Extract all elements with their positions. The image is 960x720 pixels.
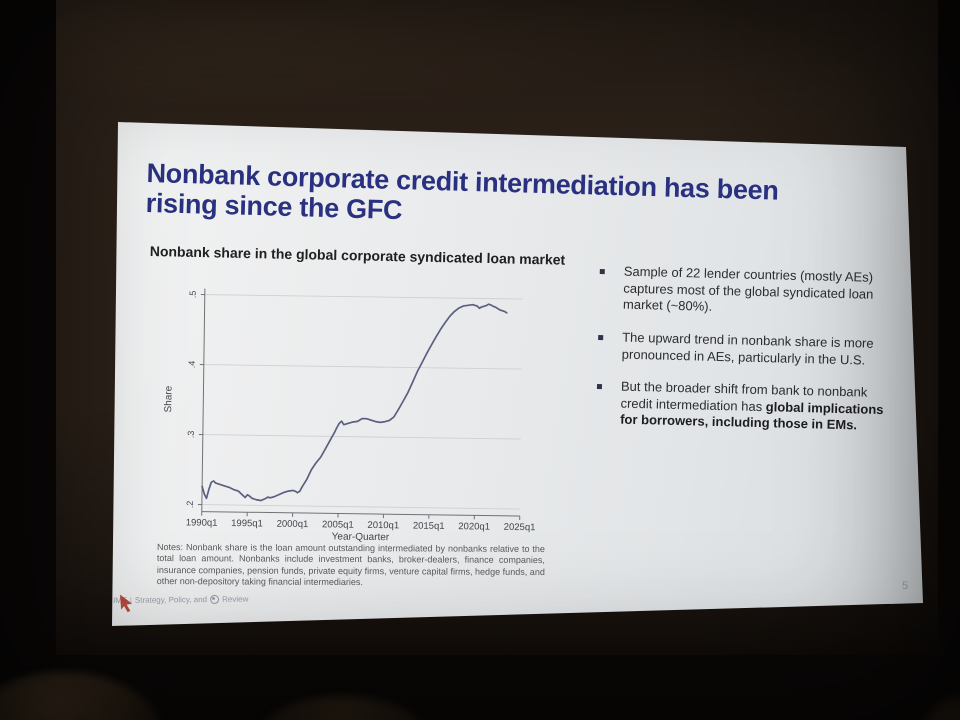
svg-text:2015q1: 2015q1 <box>413 521 445 532</box>
bullet-item: The upward trend in nonbank share is mor… <box>596 329 895 370</box>
svg-text:2025q1: 2025q1 <box>504 522 536 533</box>
bullet-text: Sample of 22 lender countries (mostly AE… <box>623 264 896 321</box>
bullet-item: Sample of 22 lender countries (mostly AE… <box>597 263 896 320</box>
bullet-square-icon <box>599 269 605 275</box>
chart-heading: Nonbank share in the global corporate sy… <box>149 243 566 268</box>
svg-text:2005q1: 2005q1 <box>322 519 354 530</box>
svg-text:2000q1: 2000q1 <box>277 519 309 530</box>
svg-text:1990q1: 1990q1 <box>186 517 218 528</box>
svg-text:Share: Share <box>163 385 174 412</box>
svg-text:.3: .3 <box>186 431 196 439</box>
footer-department-left: Strategy, Policy, and <box>134 595 208 605</box>
globe-icon <box>210 594 220 604</box>
line-chart: .2 .3 .4 .5 1990q1 1995q1 2000q1 2005q1 2010q1 20… <box>157 280 541 553</box>
bullet-text-normal: Sample of 22 lender countries (mostly AE… <box>622 263 874 315</box>
svg-text:Year-Quarter: Year-Quarter <box>332 531 390 543</box>
svg-text:.2: .2 <box>185 501 195 509</box>
bullet-item: But the broader shift from bank to nonba… <box>594 378 893 435</box>
bullet-text-normal: The upward trend in nonbank share is mor… <box>621 329 874 368</box>
slide-title: Nonbank corporate credit intermediation … <box>145 158 779 226</box>
bullet-list: Sample of 22 lender countries (mostly AE… <box>594 263 896 451</box>
bullet-text: The upward trend in nonbank share is mor… <box>622 329 895 369</box>
bullet-square-icon <box>598 334 604 341</box>
svg-text:2010q1: 2010q1 <box>367 520 399 531</box>
svg-text:.4: .4 <box>187 361 197 369</box>
footer-department-right: Review <box>222 594 249 604</box>
svg-text:2020q1: 2020q1 <box>458 521 490 532</box>
bullet-text: But the broader shift from bank to nonba… <box>620 379 893 436</box>
svg-text:1995q1: 1995q1 <box>231 518 263 529</box>
chart-svg: .2 .3 .4 .5 1990q1 1995q1 2000q1 2005q1 2010q1 20… <box>163 288 536 543</box>
bullet-square-icon <box>596 384 603 390</box>
slide-footer: IMF | Strategy, Policy, and Review <box>113 593 373 605</box>
notes-text: Notes: Nonbank share is the loan amount … <box>156 542 545 588</box>
page-number: 5 <box>901 579 909 593</box>
cursor-arrow-icon <box>119 594 132 613</box>
svg-text:.5: .5 <box>188 291 198 299</box>
